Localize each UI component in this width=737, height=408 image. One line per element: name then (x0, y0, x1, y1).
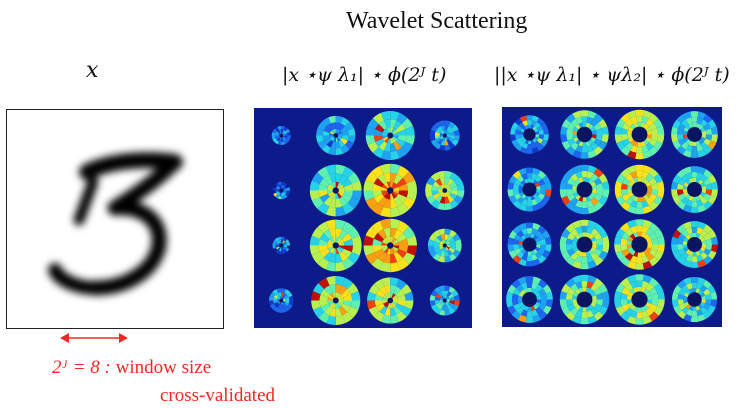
scattering-rosette (614, 109, 665, 160)
scattering-rosette (367, 277, 414, 324)
scattering-rosette (429, 120, 460, 151)
scattering-rosette (507, 222, 552, 267)
second-order-coefficients-grid (502, 107, 722, 327)
window-size-annotation: 2ᴶ = 8 : window size (52, 357, 211, 379)
scattering-rosette (316, 115, 356, 156)
scattering-rosette (309, 164, 362, 217)
figure-title: Wavelet Scattering (346, 8, 528, 34)
scattering-rosette (365, 110, 415, 161)
first-order-label: |x ⋆ψ λ₁| ⋆ ϕ(2ᴶ t) (282, 64, 447, 86)
scattering-rosette (425, 170, 465, 211)
scattering-rosette (559, 219, 610, 270)
scattering-rosette (671, 166, 718, 213)
scattering-rosette (506, 276, 553, 323)
second-order-scattering-panel (502, 107, 722, 327)
input-label: x (86, 58, 99, 83)
scattering-rosette (671, 221, 718, 268)
scattering-rosette (559, 164, 610, 215)
scattering-rosette (309, 219, 362, 272)
scattering-rosette (614, 219, 665, 270)
scattering-rosette (507, 167, 552, 212)
scattering-rosette (510, 115, 549, 154)
digit-three-drawing (48, 152, 183, 296)
first-order-scattering-panel (254, 108, 472, 328)
scattering-rosette (429, 285, 460, 316)
scattering-rosette (614, 274, 665, 325)
window-size-text: window size (115, 357, 212, 378)
cross-validated-annotation: cross-validated (160, 385, 276, 406)
scattering-rosette (427, 228, 462, 263)
scattering-rosette (268, 288, 294, 313)
scattering-rosette (363, 218, 417, 273)
window-size-equation: 2ᴶ = 8 : (52, 357, 111, 378)
scattering-rosette (614, 164, 665, 215)
scattering-rosette (671, 111, 718, 158)
scattering-rosette (271, 125, 291, 146)
scattering-rosette (311, 275, 361, 326)
scattering-rosette (272, 236, 290, 255)
scattering-rosette (560, 110, 609, 159)
scattering-rosette (671, 276, 718, 323)
input-digit-image (6, 109, 224, 329)
first-order-coefficients-grid (254, 108, 472, 328)
scattering-rosette (272, 181, 290, 200)
second-order-label: ||x ⋆ψ λ₁| ⋆ ψλ₂| ⋆ ϕ(2ᴶ t) (494, 64, 730, 86)
window-size-arrow (60, 330, 128, 346)
scattering-rosette (363, 163, 417, 218)
scattering-rosette (559, 274, 610, 325)
